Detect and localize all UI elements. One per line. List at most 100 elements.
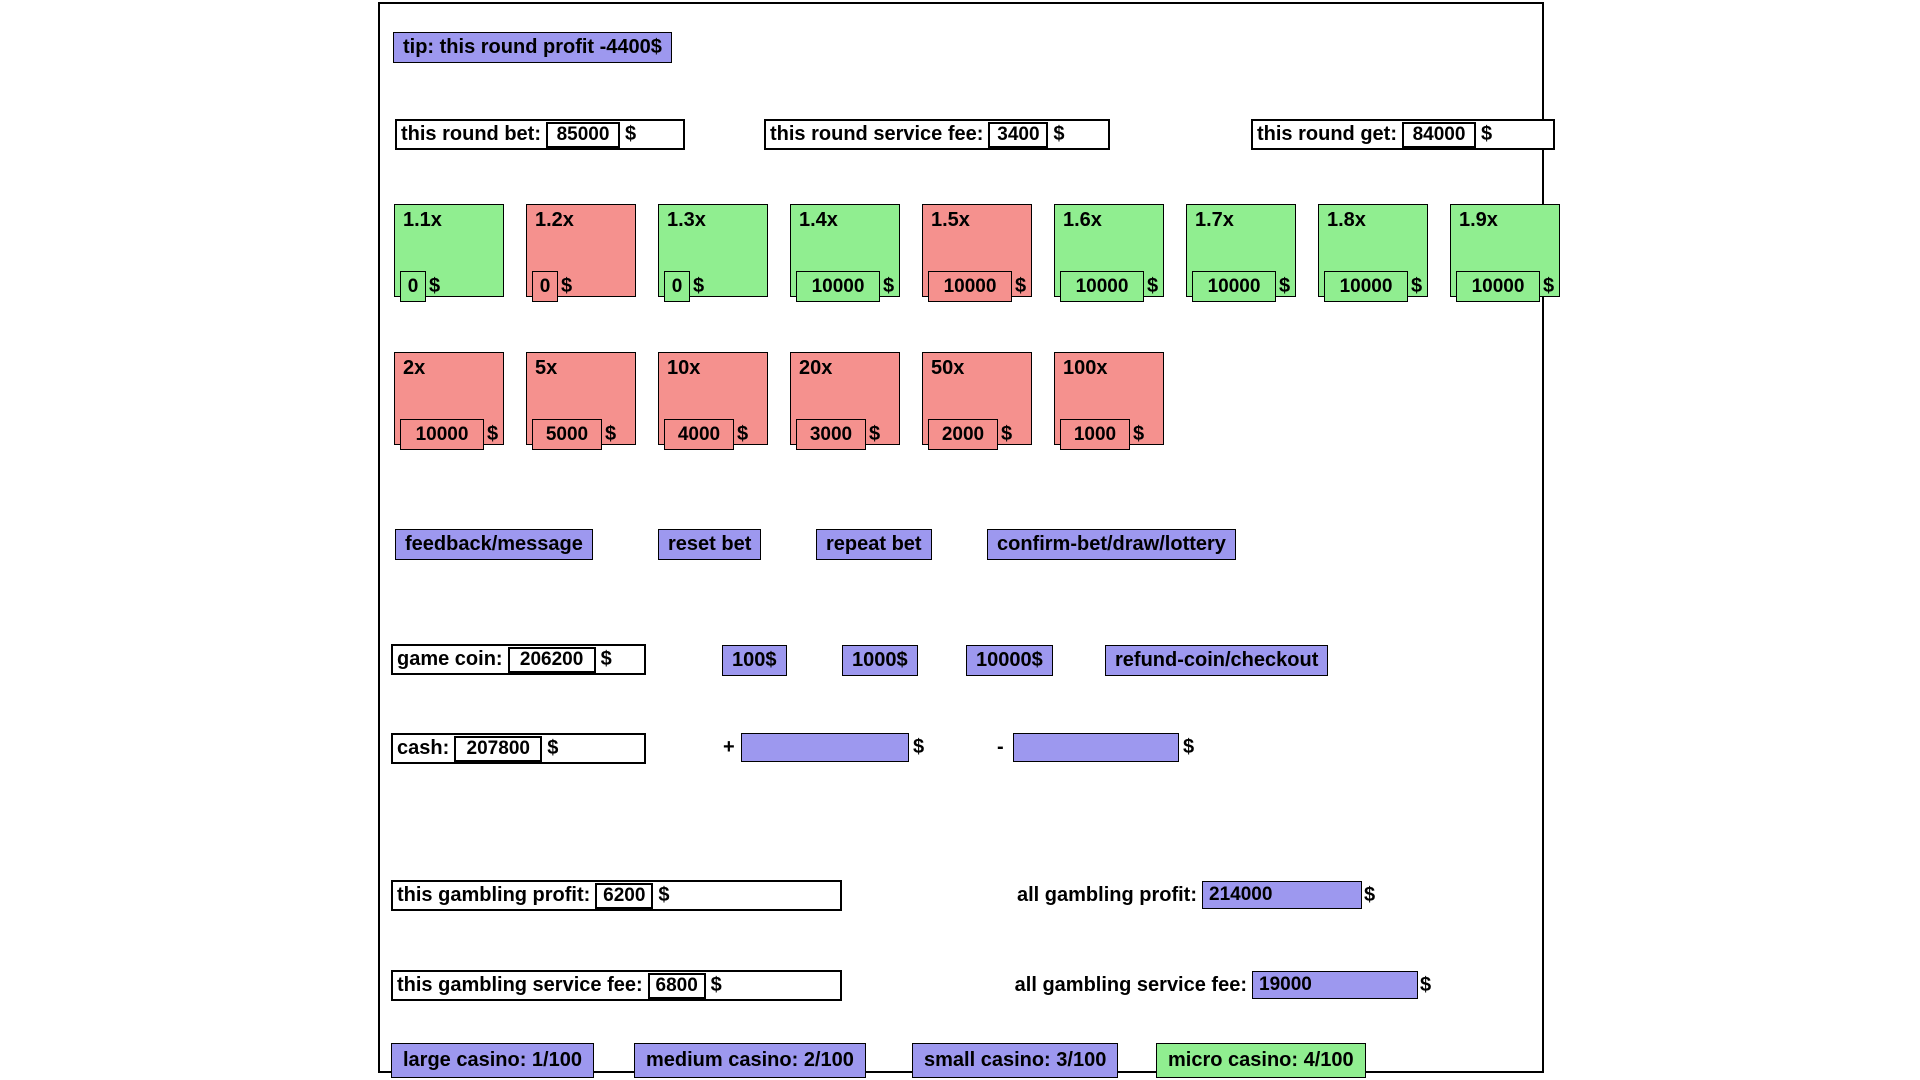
multiplier-bet-input[interactable] [1324,271,1408,302]
multiplier-bet-input[interactable] [1060,271,1144,302]
game-coin-input[interactable] [507,646,596,673]
multiplier-label: 50x [931,357,965,379]
currency-label: $ [487,423,499,445]
multiplier-label: 100x [1063,357,1108,379]
round-service-fee-box: this round service fee: $ [764,119,1110,150]
repeat-bet-button[interactable]: repeat bet [816,529,932,560]
plus-sign: + [723,736,735,758]
multiplier-box-1-7x: 1.7x $ [1186,204,1296,302]
cash-input[interactable] [454,735,543,762]
multiplier-box-1-4x: 1.4x $ [790,204,900,302]
this-gambling-service-fee-label: this gambling service fee: [397,974,643,996]
round-get-input[interactable] [1401,121,1476,148]
casino-tab-micro[interactable]: micro casino: 4/100 [1156,1043,1366,1078]
tip-message: tip: this round profit -4400$ [393,32,672,63]
add-100-button[interactable]: 100$ [722,645,787,676]
this-gambling-profit-label: this gambling profit: [397,884,591,906]
casino-tab-medium[interactable]: medium casino: 2/100 [634,1043,866,1078]
round-service-fee-label: this round service fee: [770,123,984,145]
round-bet-label: this round bet: [401,123,541,145]
currency-label: $ [1053,123,1065,145]
multiplier-bet-input[interactable] [532,271,558,302]
round-service-fee-input[interactable] [988,121,1049,148]
currency-label: $ [658,884,670,906]
currency-label: $ [1543,275,1555,297]
multiplier-bet-input[interactable] [400,271,426,302]
round-bet-box: this round bet: $ [395,119,685,150]
multiplier-bet-input[interactable] [1456,271,1540,302]
multiplier-label: 1.1x [403,209,442,231]
currency-label: $ [429,275,441,297]
add-1000-button[interactable]: 1000$ [842,645,918,676]
multiplier-label: 1.5x [931,209,970,231]
currency-label: $ [1183,736,1195,758]
currency-label: $ [693,275,705,297]
all-gambling-service-fee-value: 19000 [1252,971,1418,999]
multiplier-bet-input[interactable] [796,271,880,302]
confirm-bet-draw-lottery-button[interactable]: confirm-bet/draw/lottery [987,529,1236,560]
minus-sign: - [997,736,1004,758]
currency-label: $ [883,275,895,297]
multiplier-label: 1.8x [1327,209,1366,231]
all-gambling-profit-label: all gambling profit: [1017,884,1197,906]
multiplier-box-1-2x: 1.2x $ [526,204,636,302]
multiplier-bet-input[interactable] [532,419,602,450]
currency-label: $ [1480,123,1493,145]
currency-label: $ [869,423,881,445]
game-coin-label: game coin: [397,648,503,670]
this-gambling-profit-input[interactable] [595,882,654,909]
cash-label: cash: [397,737,450,759]
multiplier-label: 1.2x [535,209,574,231]
multiplier-box-10x: 10x $ [658,352,768,450]
cash-add-input[interactable] [741,733,909,762]
currency-label: $ [1147,275,1159,297]
refund-coin-checkout-button[interactable]: refund-coin/checkout [1105,645,1329,676]
currency-label: $ [1364,884,1376,906]
this-gambling-service-fee-input[interactable] [647,972,706,999]
multiplier-box-1-6x: 1.6x $ [1054,204,1164,302]
multiplier-label: 2x [403,357,426,379]
casino-tab-small[interactable]: small casino: 3/100 [912,1043,1119,1078]
multiplier-bet-input[interactable] [1192,271,1276,302]
all-gambling-service-fee-label: all gambling service fee: [1014,974,1247,996]
currency-label: $ [600,648,612,670]
multiplier-box-50x: 50x $ [922,352,1032,450]
multiplier-bet-input[interactable] [664,419,734,450]
currency-label: $ [1015,275,1027,297]
add-10000-button[interactable]: 10000$ [966,645,1053,676]
multiplier-label: 1.7x [1195,209,1234,231]
multiplier-box-5x: 5x $ [526,352,636,450]
multiplier-label: 1.4x [799,209,838,231]
multiplier-bet-input[interactable] [796,419,866,450]
game-coin-box: game coin: $ [391,644,646,675]
round-bet-input[interactable] [545,121,620,148]
multiplier-label: 1.3x [667,209,706,231]
this-gambling-profit-box: this gambling profit: $ [391,880,842,911]
all-gambling-profit-value: 214000 [1202,881,1362,909]
currency-label: $ [1001,423,1013,445]
this-gambling-service-fee-box: this gambling service fee: $ [391,970,842,1001]
multiplier-bet-input[interactable] [664,271,690,302]
multiplier-box-1-5x: 1.5x $ [922,204,1032,302]
cash-subtract-input[interactable] [1013,733,1179,762]
currency-label: $ [605,423,617,445]
feedback-message-button[interactable]: feedback/message [395,529,593,560]
casino-tab-large[interactable]: large casino: 1/100 [391,1043,594,1078]
multiplier-bet-input[interactable] [928,419,998,450]
multiplier-bet-input[interactable] [1060,419,1130,450]
currency-label: $ [1279,275,1291,297]
multiplier-bet-input[interactable] [400,419,484,450]
round-get-box: this round get: $ [1251,119,1555,150]
multiplier-box-1-3x: 1.3x $ [658,204,768,302]
currency-label: $ [561,275,573,297]
currency-label: $ [1411,275,1423,297]
round-get-label: this round get: [1257,123,1397,145]
reset-bet-button[interactable]: reset bet [658,529,762,560]
multiplier-bet-input[interactable] [928,271,1012,302]
currency-label: $ [1420,974,1432,996]
currency-label: $ [547,737,559,759]
multiplier-box-1-1x: 1.1x $ [394,204,504,302]
currency-label: $ [913,736,925,758]
currency-label: $ [737,423,749,445]
multiplier-label: 1.9x [1459,209,1498,231]
